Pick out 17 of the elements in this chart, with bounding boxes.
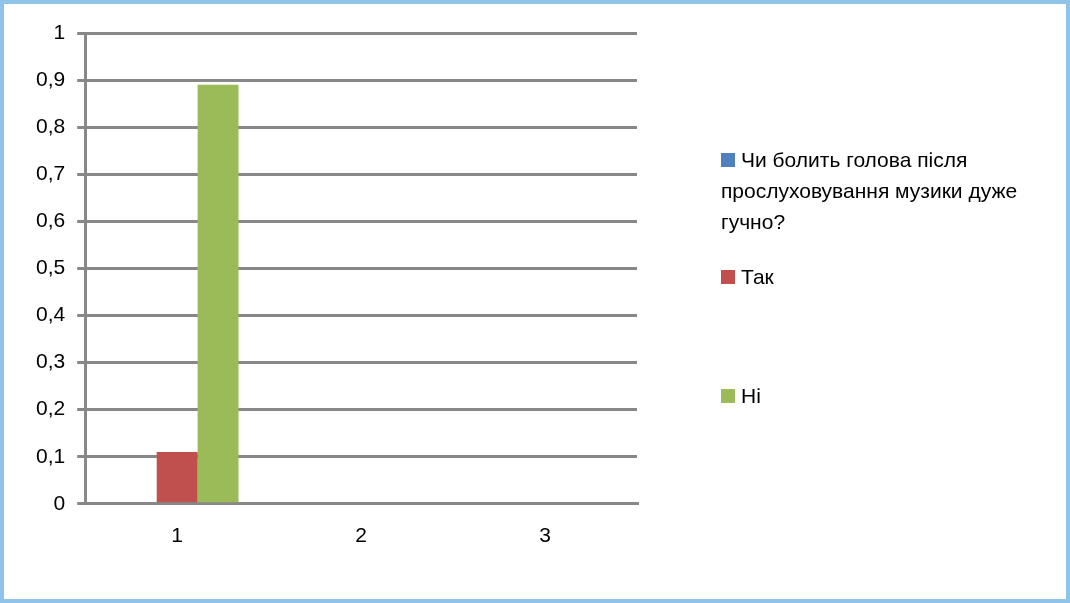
y-tick-label: 0,5: [35, 255, 66, 279]
y-tick-label: 0,7: [35, 161, 66, 185]
y-tick-label: 0,4: [35, 302, 66, 326]
y-tick-label: 0,2: [35, 396, 66, 420]
legend-label: Ні: [740, 383, 762, 409]
y-tick-label: 0,1: [35, 443, 66, 467]
x-tick-label: 1: [171, 523, 183, 547]
x-tick-label: 3: [539, 523, 551, 547]
legend-label: Так: [740, 264, 775, 290]
y-tick-label: 0: [53, 490, 66, 514]
y-tick-label: 0,8: [35, 113, 66, 137]
y-tick-label: 0,9: [35, 66, 66, 90]
x-tick-label: 2: [355, 523, 367, 547]
y-tick-label: 1: [53, 19, 66, 43]
y-tick-label: 0,3: [35, 349, 66, 373]
y-tick-label: 0,6: [35, 208, 66, 232]
legend-label: Чи болить голова після прослуховування музики дуже гучно?: [721, 147, 1019, 235]
